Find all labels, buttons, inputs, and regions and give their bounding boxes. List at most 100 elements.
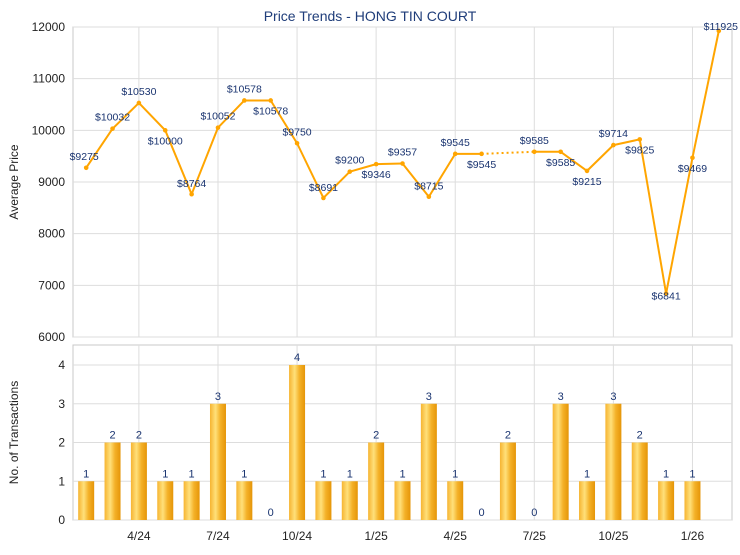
price-point bbox=[637, 137, 643, 142]
transaction-bar bbox=[447, 481, 464, 520]
transaction-count-label: 2 bbox=[373, 430, 379, 442]
transactions-y-tick-label: 3 bbox=[58, 397, 65, 411]
transactions-y-tick-label: 0 bbox=[58, 513, 65, 527]
price-point bbox=[716, 28, 722, 34]
transaction-count-label: 3 bbox=[610, 391, 616, 403]
price-y-tick-label: 11000 bbox=[33, 72, 66, 86]
transaction-bar bbox=[684, 481, 701, 520]
price-data-label: $11925 bbox=[704, 21, 738, 33]
price-data-label: $9545 bbox=[467, 159, 496, 171]
transaction-bar bbox=[631, 442, 648, 520]
price-line-segment bbox=[85, 128, 114, 169]
price-line-segment bbox=[164, 129, 193, 195]
price-point bbox=[532, 149, 537, 155]
x-tick-label: 7/24 bbox=[206, 529, 230, 543]
price-line-segment bbox=[217, 99, 246, 129]
price-data-label: $6841 bbox=[651, 291, 680, 303]
transaction-bar bbox=[420, 403, 437, 520]
transaction-bar bbox=[130, 442, 147, 520]
transactions-panel: 0 1 2 3 4 4/24 7/24 10/24 1/25 4/25 7/25 10/25 1/26 N… bbox=[7, 344, 733, 543]
x-tick-label: 10/24 bbox=[282, 529, 312, 543]
price-line-segment bbox=[349, 163, 377, 173]
transaction-count-label: 0 bbox=[531, 507, 537, 519]
price-data-label: $8764 bbox=[177, 178, 206, 190]
x-tick-label: 7/25 bbox=[523, 529, 547, 543]
price-panel: 6000 7000 8000 9000 10000 11000 12000 Average P… bbox=[7, 20, 738, 344]
price-data-label: $9585 bbox=[546, 157, 575, 169]
transaction-count-label: 1 bbox=[241, 468, 247, 480]
transaction-bar bbox=[236, 481, 253, 520]
transaction-bar bbox=[183, 481, 200, 520]
transaction-bar bbox=[499, 442, 516, 520]
transaction-count-label: 1 bbox=[189, 468, 195, 480]
price-point bbox=[611, 142, 616, 148]
x-tick-label: 1/26 bbox=[681, 529, 705, 543]
transaction-bar bbox=[78, 481, 95, 520]
price-data-label: $10578 bbox=[227, 83, 262, 95]
price-data-label: $8691 bbox=[309, 182, 338, 194]
price-line-segment bbox=[691, 30, 720, 158]
price-point bbox=[189, 191, 194, 197]
price-data-label: $10000 bbox=[148, 135, 183, 147]
price-point bbox=[558, 149, 563, 155]
price-line-segment bbox=[638, 139, 668, 294]
transaction-count-label: 1 bbox=[399, 468, 405, 480]
transaction-count-label: 1 bbox=[162, 468, 168, 480]
transaction-bar bbox=[289, 365, 306, 520]
price-y-tick-label: 6000 bbox=[38, 330, 65, 344]
transactions-y-axis-title: No. of Transactions bbox=[7, 381, 21, 484]
transaction-bar bbox=[605, 403, 622, 520]
price-line-segment bbox=[481, 150, 535, 155]
price-line-segment bbox=[428, 153, 457, 198]
price-point bbox=[136, 100, 142, 106]
price-point bbox=[400, 161, 405, 166]
price-y-tick-label: 10000 bbox=[32, 123, 66, 137]
price-data-label: $9200 bbox=[335, 155, 364, 167]
price-data-label: $10530 bbox=[121, 86, 156, 98]
price-point bbox=[347, 169, 353, 174]
transaction-bar bbox=[368, 442, 385, 520]
price-line-segment bbox=[586, 144, 615, 172]
transaction-count-label: 1 bbox=[347, 468, 353, 480]
price-point bbox=[479, 151, 484, 157]
transaction-count-label: 1 bbox=[83, 468, 89, 480]
price-point bbox=[83, 165, 89, 171]
price-data-label: $10052 bbox=[200, 111, 235, 123]
price-line-segment bbox=[665, 157, 694, 294]
price-point bbox=[268, 98, 274, 103]
price-y-tick-label: 8000 bbox=[38, 227, 65, 241]
price-line-segment bbox=[138, 102, 166, 132]
transactions-y-tick-label: 4 bbox=[58, 358, 65, 372]
price-data-label: $9545 bbox=[441, 137, 470, 149]
transaction-bar bbox=[341, 481, 358, 520]
price-point bbox=[426, 194, 432, 200]
x-tick-label: 10/25 bbox=[598, 529, 628, 543]
transaction-bar bbox=[157, 481, 174, 520]
price-line-segment bbox=[269, 99, 298, 144]
price-data-label: $9585 bbox=[520, 135, 549, 147]
transaction-count-label: 0 bbox=[479, 507, 485, 519]
price-data-label: $9750 bbox=[282, 126, 311, 138]
price-y-tick-label: 9000 bbox=[38, 175, 65, 189]
price-line-segment bbox=[560, 150, 588, 172]
transaction-bar bbox=[209, 403, 226, 520]
price-point bbox=[242, 98, 247, 103]
price-line-segment bbox=[401, 162, 430, 198]
price-data-label: $9357 bbox=[388, 147, 417, 159]
price-data-label: $9825 bbox=[625, 144, 654, 156]
transaction-count-label: 3 bbox=[215, 391, 221, 403]
chart-title: Price Trends - HONG TIN COURT bbox=[264, 8, 477, 24]
price-point bbox=[663, 291, 669, 296]
price-line-segment bbox=[376, 162, 403, 166]
price-line-segment bbox=[613, 138, 640, 147]
price-y-axis-title: Average Price bbox=[7, 144, 21, 219]
transaction-count-label: 0 bbox=[268, 507, 274, 519]
price-point bbox=[215, 125, 221, 130]
price-data-label: $9469 bbox=[678, 163, 707, 175]
price-point bbox=[690, 155, 695, 161]
transaction-count-label: 1 bbox=[320, 468, 326, 480]
transaction-count-label: 1 bbox=[452, 468, 458, 480]
price-point bbox=[452, 151, 458, 157]
